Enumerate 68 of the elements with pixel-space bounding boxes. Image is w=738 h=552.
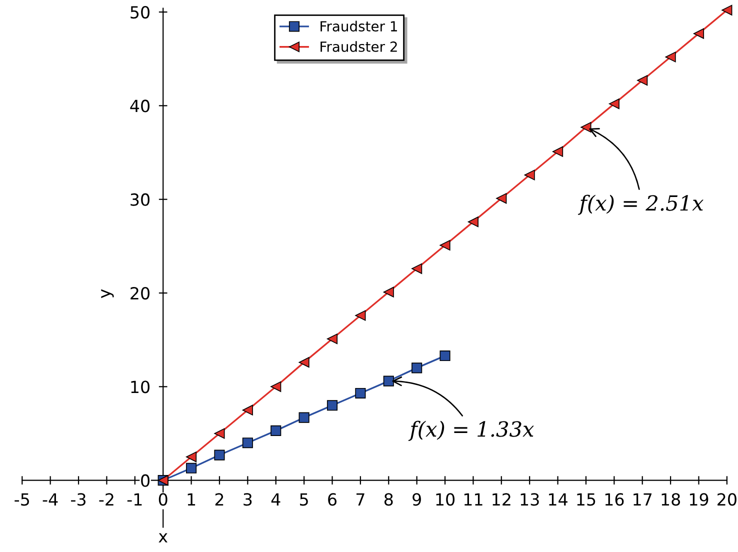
x-tick-label: -1 — [127, 493, 142, 506]
x-tick-label: -5 — [14, 493, 29, 506]
y-tick-label: 30 — [130, 193, 150, 206]
point — [355, 310, 366, 321]
point — [412, 263, 422, 274]
point — [326, 334, 338, 344]
point — [242, 438, 253, 448]
annotation: f(x) = 1.33x — [408, 420, 534, 441]
point — [242, 404, 253, 416]
x-tick-label: 9 — [412, 493, 421, 506]
x-tick-label: 0 — [158, 493, 168, 506]
x-tick-label: 16 — [605, 493, 624, 506]
x-tick-label: 18 — [662, 493, 680, 506]
legend-label: Fraudster 1 — [320, 20, 397, 32]
y-tick-label: 40 — [130, 100, 150, 112]
point — [298, 412, 310, 423]
point — [186, 462, 197, 474]
x-tick-label: 1 — [188, 493, 196, 506]
x-tick-label: 19 — [690, 493, 708, 506]
point — [524, 170, 535, 180]
x-tick-label: 20 — [718, 493, 736, 506]
point — [722, 4, 732, 16]
x-tick-label: 17 — [634, 493, 652, 506]
point — [270, 425, 282, 436]
x-tick-label: 2 — [215, 493, 224, 506]
x-tick-label: 13 — [520, 493, 539, 506]
x-tick-label: 12 — [492, 493, 510, 506]
x-tick-label: 10 — [436, 493, 455, 506]
point — [298, 357, 310, 368]
x-tick-label: 5 — [300, 493, 308, 506]
point — [355, 388, 366, 399]
point — [440, 240, 450, 251]
x-tick-label: 7 — [356, 493, 364, 506]
x-tick-label: 4 — [271, 493, 280, 506]
point — [552, 146, 564, 157]
point — [326, 400, 338, 411]
x-tick-label: 3 — [244, 493, 252, 506]
y-axis-title: y — [101, 289, 114, 298]
point — [412, 362, 422, 374]
point — [496, 193, 507, 204]
x-tick-label: 15 — [577, 493, 596, 506]
x-tick-label: -4 — [42, 493, 58, 506]
point — [608, 98, 620, 110]
point — [186, 452, 197, 462]
y-tick-label: 0 — [141, 474, 150, 487]
point — [440, 350, 450, 362]
legend-label: Fraudster 2 — [320, 41, 397, 52]
point — [468, 216, 478, 228]
point — [693, 28, 704, 39]
x-axis-title: x — [158, 533, 168, 542]
x-tick-label: 6 — [328, 493, 336, 506]
y-tick-label: 20 — [130, 286, 150, 300]
point — [383, 286, 394, 298]
point — [580, 122, 592, 133]
point — [270, 381, 282, 392]
point — [665, 52, 676, 62]
point — [637, 75, 648, 86]
y-tick-label: 10 — [131, 380, 150, 394]
point — [214, 450, 225, 460]
y-tick-label: 50 — [130, 6, 150, 19]
x-tick-label: -3 — [71, 493, 86, 506]
x-tick-label: 14 — [549, 493, 568, 506]
x-tick-label: 8 — [384, 493, 393, 506]
x-tick-label: 11 — [464, 493, 482, 506]
point — [214, 428, 225, 439]
point — [383, 376, 394, 386]
annotation: f(x) = 2.51x — [578, 194, 704, 215]
x-tick-label: -2 — [99, 493, 114, 506]
